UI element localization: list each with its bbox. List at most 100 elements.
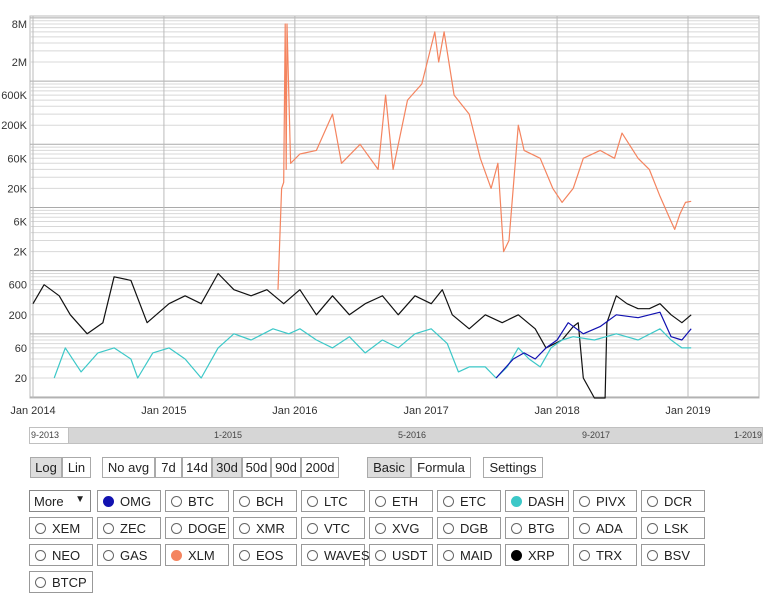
coin-toggle-lsk[interactable]: LSK — [641, 517, 705, 539]
coin-label: BTG — [528, 520, 555, 536]
y-tick-label: 200 — [9, 310, 27, 322]
basic-mode-button[interactable]: Basic — [367, 457, 411, 478]
coin-toggle-btg[interactable]: BTG — [505, 517, 569, 539]
lin-scale-button[interactable]: Lin — [62, 457, 91, 478]
average-7d-button[interactable]: 7d — [155, 457, 182, 478]
coin-label: DCR — [664, 493, 693, 509]
coin-label: ADA — [596, 520, 623, 536]
price-chart[interactable]: 8M 2M 600K 200K 60K 20K 6K 2K 600 200 60 20 Jan 201… — [0, 0, 774, 430]
log-scale-button[interactable]: Log — [30, 457, 62, 478]
navigator-left-handle[interactable] — [29, 427, 69, 444]
y-axis-ticks: 8M 2M 600K 200K 60K 20K 6K 2K 600 200 60 20 — [1, 19, 27, 385]
radio-dot-icon — [375, 495, 386, 507]
coin-label: USDT — [392, 547, 428, 563]
coin-toggle-ada[interactable]: ADA — [573, 517, 637, 539]
more-select-label: More — [34, 493, 64, 509]
coin-label: BSV — [664, 547, 691, 563]
coin-toggle-xem[interactable]: XEM — [29, 517, 93, 539]
radio-dot-icon — [579, 522, 590, 534]
coin-toggle-trx[interactable]: TRX — [573, 544, 637, 566]
radio-dot-icon — [647, 549, 658, 561]
coin-toggle-neo[interactable]: NEO — [29, 544, 93, 566]
coin-toggle-maid[interactable]: MAID — [437, 544, 501, 566]
average-30d-button[interactable]: 30d — [212, 457, 242, 478]
y-tick-label: 2K — [14, 247, 28, 259]
radio-dot-icon — [239, 549, 250, 561]
range-navigator[interactable]: 9-2013 1-2015 5-2016 9-2017 1-2019 — [29, 427, 763, 444]
y-tick-label: 6K — [14, 216, 28, 228]
radio-dot-icon — [307, 522, 318, 534]
coin-toggle-btc[interactable]: BTC — [165, 490, 229, 512]
coin-label: BTC — [188, 493, 214, 509]
y-tick-label: 600K — [1, 90, 27, 102]
coin-toggle-eos[interactable]: EOS — [233, 544, 297, 566]
coin-toggle-usdt[interactable]: USDT — [369, 544, 433, 566]
radio-dot-icon — [171, 522, 182, 534]
y-tick-label: 2M — [12, 57, 27, 69]
coin-toggle-gas[interactable]: GAS — [97, 544, 161, 566]
coin-label: ETC — [460, 493, 486, 509]
y-tick-label: 20K — [7, 183, 27, 195]
coin-toggle-xvg[interactable]: XVG — [369, 517, 433, 539]
coin-toggle-waves[interactable]: WAVES — [301, 544, 370, 566]
coin-toggle-dash[interactable]: DASH — [505, 490, 569, 512]
radio-dot-icon — [647, 495, 658, 507]
coin-toggle-omg[interactable]: OMG — [97, 490, 161, 512]
coin-toggle-xrp[interactable]: XRP — [505, 544, 569, 566]
coin-toggle-pivx[interactable]: PIVX — [573, 490, 637, 512]
chart-grid — [30, 16, 759, 398]
average-90d-button[interactable]: 90d — [271, 457, 301, 478]
coin-label: LSK — [664, 520, 689, 536]
y-tick-label: 600 — [9, 280, 27, 292]
average-200d-button[interactable]: 200d — [301, 457, 339, 478]
coin-toggle-etc[interactable]: ETC — [437, 490, 501, 512]
coin-label: XVG — [392, 520, 420, 536]
coin-toggle-zec[interactable]: ZEC — [97, 517, 161, 539]
series-line — [277, 23, 692, 290]
x-axis-ticks: Jan 2014 Jan 2015 Jan 2016 Jan 2017 Jan 2018… — [10, 405, 710, 417]
radio-dot-icon — [375, 549, 386, 561]
coin-label: PIVX — [596, 493, 626, 509]
settings-button[interactable]: Settings — [483, 457, 543, 478]
radio-dot-icon — [171, 495, 182, 507]
chart-series — [32, 23, 692, 399]
series-line — [495, 311, 692, 379]
coin-toggle-dcr[interactable]: DCR — [641, 490, 705, 512]
x-tick-label: Jan 2017 — [404, 405, 449, 417]
y-tick-label: 60 — [15, 343, 27, 355]
average-14d-button[interactable]: 14d — [182, 457, 212, 478]
coin-toggle-xlm[interactable]: XLM — [165, 544, 229, 566]
coin-toggle-dgb[interactable]: DGB — [437, 517, 501, 539]
coin-toggle-eth[interactable]: ETH — [369, 490, 433, 512]
navigator-label: 1-2019 — [734, 430, 763, 440]
radio-dot-icon — [579, 549, 590, 561]
radio-dot-icon — [35, 522, 46, 534]
coin-label: XRP — [528, 547, 555, 563]
series-line — [32, 272, 692, 399]
coin-label: OMG — [120, 493, 152, 509]
formula-mode-button[interactable]: Formula — [411, 457, 471, 478]
more-select[interactable]: More ▼ — [29, 490, 91, 512]
navigator-track[interactable] — [29, 427, 763, 444]
radio-dot-icon — [375, 522, 386, 534]
x-tick-label: Jan 2015 — [141, 405, 186, 417]
radio-dot-icon — [35, 576, 46, 588]
coin-label: DOGE — [188, 520, 227, 536]
coin-toggle-vtc[interactable]: VTC — [301, 517, 365, 539]
average-50d-button[interactable]: 50d — [242, 457, 271, 478]
coin-toggle-btcp[interactable]: BTCP — [29, 571, 93, 593]
coin-toggle-doge[interactable]: DOGE — [165, 517, 229, 539]
radio-dot-icon — [511, 522, 522, 534]
series-line — [53, 328, 692, 379]
y-tick-label: 200K — [1, 120, 27, 132]
coin-label: VTC — [324, 520, 350, 536]
coin-toggle-bch[interactable]: BCH — [233, 490, 297, 512]
x-tick-label: Jan 2018 — [534, 405, 579, 417]
coin-label: BCH — [256, 493, 284, 509]
average-no-avg-button[interactable]: No avg — [102, 457, 155, 478]
coin-label: EOS — [256, 547, 284, 563]
coin-toggle-bsv[interactable]: BSV — [641, 544, 705, 566]
coin-toggle-xmr[interactable]: XMR — [233, 517, 297, 539]
coin-toggle-ltc[interactable]: LTC — [301, 490, 365, 512]
navigator-label: 9-2017 — [582, 430, 611, 440]
